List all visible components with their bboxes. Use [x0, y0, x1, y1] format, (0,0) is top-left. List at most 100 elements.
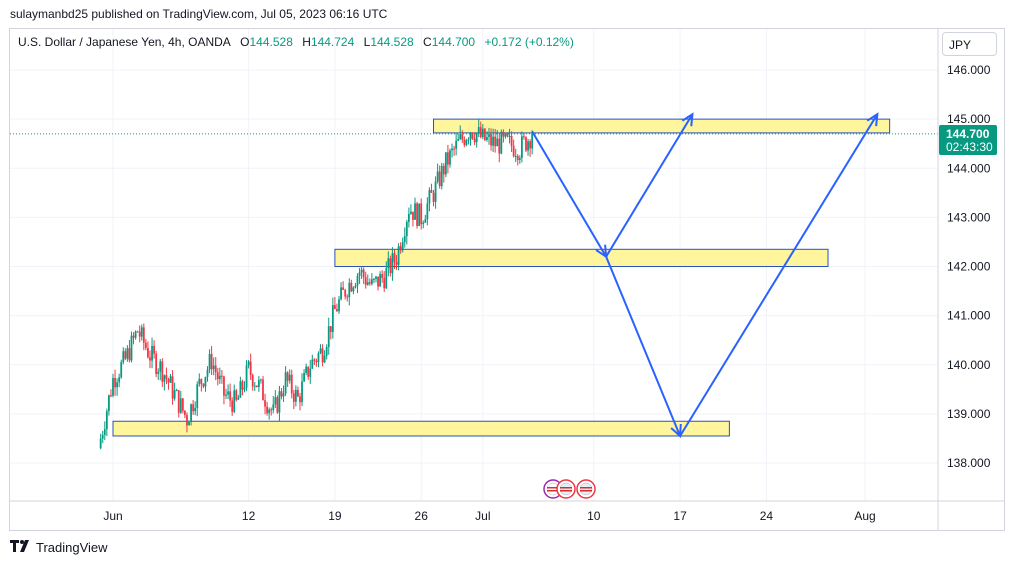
candle-body	[103, 429, 106, 435]
candle-body	[257, 380, 260, 387]
candle-body	[116, 382, 119, 388]
publisher-line: sulaymanbd25 published on TradingView.co…	[10, 7, 388, 21]
candle-body	[344, 289, 347, 297]
candle-body	[416, 203, 418, 226]
candle-body	[237, 397, 240, 400]
price-tick-label: 140.000	[947, 358, 991, 372]
candle-body	[140, 327, 143, 337]
candle-body	[329, 326, 332, 332]
candle-body	[432, 192, 435, 202]
candle-body	[331, 305, 334, 332]
candle-body	[336, 308, 338, 312]
tradingview-logo-icon	[10, 540, 32, 555]
price-tick-label: 145.000	[947, 112, 991, 126]
projection-arrowhead	[681, 112, 694, 127]
candle-body	[107, 395, 110, 412]
high-value: 144.724	[310, 35, 355, 49]
candle-body	[204, 376, 207, 387]
candle-body	[272, 404, 275, 410]
projection-arrow-line	[605, 256, 682, 437]
candle-body	[206, 369, 209, 377]
candle-body	[110, 395, 112, 397]
candle-body	[447, 152, 449, 165]
candle-body	[488, 134, 490, 138]
candle-body	[130, 335, 133, 361]
price-tag-countdown: 02:43:30	[946, 140, 993, 154]
event-icon-us-2[interactable]	[576, 479, 596, 499]
candle-body	[190, 404, 192, 422]
candle-body	[188, 421, 190, 426]
candle-body	[348, 282, 351, 298]
candle-body	[282, 393, 285, 397]
candle-body	[167, 378, 170, 383]
candle-body	[430, 189, 433, 193]
candle-body	[444, 152, 447, 175]
candle-body	[194, 407, 197, 412]
candle-body	[297, 389, 299, 397]
candle-body	[138, 331, 141, 337]
candle-body	[253, 385, 256, 387]
price-tick-label: 146.000	[947, 63, 991, 77]
candle-body	[266, 406, 268, 414]
candle-body	[124, 351, 127, 359]
candle-body	[239, 381, 242, 398]
candle-body	[518, 157, 521, 160]
candle-body	[315, 360, 318, 363]
candle-body	[440, 165, 443, 187]
candle-body	[379, 274, 382, 287]
candle-body	[216, 372, 219, 380]
candle-body	[438, 171, 441, 187]
candle-body	[144, 342, 147, 348]
candle-body	[276, 397, 279, 413]
projection-arrows	[531, 112, 879, 439]
price-tick-label: 143.000	[947, 210, 991, 224]
candle-body	[243, 387, 246, 390]
candle-body	[473, 138, 476, 143]
candle-body	[387, 258, 390, 269]
candle-body	[397, 246, 400, 265]
candle-body	[523, 136, 525, 138]
candle-body	[311, 359, 314, 369]
candle-body	[486, 137, 488, 141]
candle-body	[375, 276, 377, 279]
candle-body	[184, 410, 186, 415]
event-icon-us[interactable]	[556, 479, 576, 499]
candle-body	[218, 375, 221, 380]
candle-body	[159, 361, 162, 372]
candle-body	[214, 365, 217, 373]
candle-body	[420, 203, 423, 225]
candle-body	[262, 379, 264, 401]
price-tick-label: 141.000	[947, 309, 991, 323]
candle-body	[457, 139, 460, 141]
candle-body	[506, 133, 509, 137]
candle-body	[459, 134, 462, 140]
candle-body	[173, 390, 176, 399]
time-tick-label: 12	[242, 509, 256, 523]
candle-body	[212, 365, 215, 370]
tradingview-brand[interactable]: TradingView	[10, 540, 108, 555]
candle-body	[225, 394, 227, 396]
candle-body	[122, 351, 125, 363]
candle-body	[198, 379, 201, 385]
candle-body	[294, 389, 297, 402]
candle-body	[426, 203, 429, 220]
candle-body	[383, 278, 386, 289]
candle-body	[292, 393, 295, 402]
candle-body	[373, 278, 375, 280]
candle-body	[99, 438, 102, 449]
price-axis: 146.000 145.000 144.000 143.000 142.000 141.0…	[937, 29, 991, 530]
candle-body	[171, 376, 174, 399]
candle-body	[147, 347, 149, 358]
candle-body	[325, 347, 328, 356]
candle-body	[477, 127, 480, 134]
candle-body	[280, 391, 283, 397]
currency-button[interactable]: JPY	[942, 32, 997, 56]
brand-label: TradingView	[36, 540, 108, 555]
candle-body	[502, 131, 505, 137]
candle-body	[126, 348, 129, 359]
candle-body	[134, 331, 137, 338]
candle-body	[307, 366, 310, 377]
projection-arrow-line	[531, 130, 607, 258]
price-tick-label: 142.000	[947, 260, 991, 274]
